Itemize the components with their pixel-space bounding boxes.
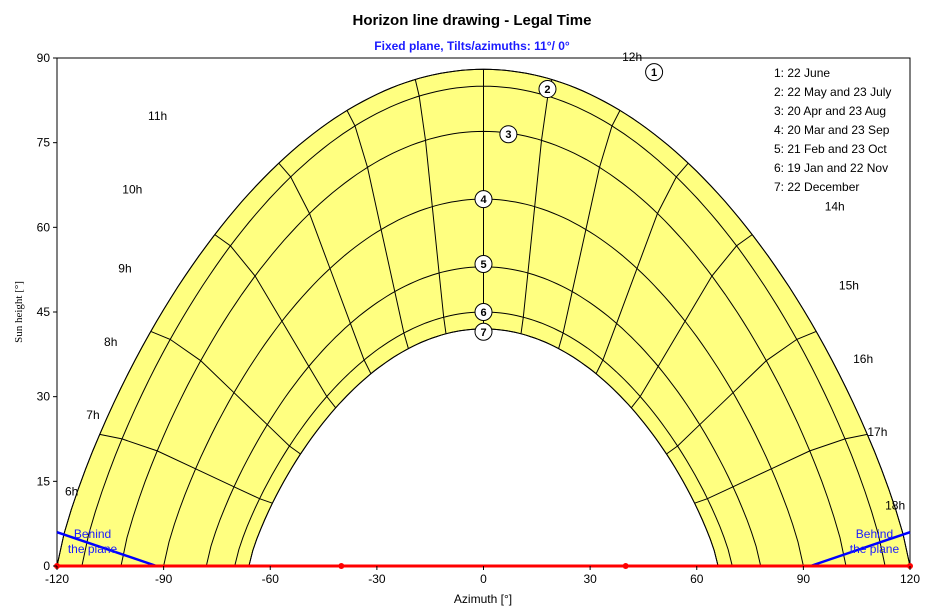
hour-label-16h: 16h [853, 352, 873, 366]
hour-line [150, 330, 301, 455]
series-marker-label: 5 [480, 259, 486, 271]
hour-line [346, 110, 409, 349]
hour-labels: 6h 7h 8h 9h 10h 11h 12h 14h 15h 16h 17h 18h [65, 50, 905, 513]
series-marker-3: 3 [499, 125, 518, 144]
chart-title: Horizon line drawing - Legal Time [353, 12, 592, 29]
legend-entry: 7: 22 December [774, 180, 859, 194]
series-marker-4: 4 [474, 190, 493, 209]
hour-line [278, 162, 372, 374]
behind-plane-label: the plane [850, 542, 900, 556]
series-marker-circle [499, 125, 518, 144]
y-tick-label: 75 [37, 136, 51, 150]
plane-line-left [56, 530, 157, 568]
hour-label-11h: 11h [148, 109, 167, 123]
series-marker-label: 4 [480, 194, 487, 206]
hour-line [414, 79, 447, 334]
series-marker-label: 2 [544, 84, 550, 96]
legend-entry: 4: 20 Mar and 23 Sep [774, 123, 890, 137]
series-marker-circle [474, 303, 493, 321]
x-tick-label: 0 [480, 572, 487, 586]
hour-line [630, 234, 753, 409]
series-marker-label: 3 [505, 129, 511, 141]
legend-entry: 3: 20 Apr and 23 Aug [774, 104, 886, 118]
y-axis-label: Sun height [°] [13, 281, 25, 343]
y-tick-label: 30 [37, 390, 51, 404]
series-marker-circle [538, 80, 557, 99]
hour-label-17h: 17h [867, 425, 887, 439]
hour-line [558, 110, 621, 349]
series-marker-label: 6 [480, 307, 486, 319]
x-tick-label: 60 [690, 572, 704, 586]
hour-label-12h: 12h [622, 50, 642, 64]
hour-line [214, 234, 337, 409]
y-tick-label: 60 [37, 220, 51, 234]
hour-line [694, 433, 868, 504]
hour-label-7h: 7h [86, 408, 99, 422]
x-tick-label: 90 [797, 572, 811, 586]
legend-entry: 6: 19 Jan and 22 Nov [774, 161, 888, 175]
hour-label-15h: 15h [839, 278, 859, 292]
chart-subtitle: Fixed plane, Tilts/azimuths: 11°/ 0° [374, 39, 570, 53]
plane-line-right [810, 530, 911, 568]
horizon-dot [338, 563, 345, 569]
series-marker-6: 6 [474, 303, 493, 321]
x-tick-label: -30 [368, 572, 386, 586]
hour-label-9h: 9h [118, 261, 131, 275]
series-marker-circle [474, 190, 493, 209]
y-tick-label: 45 [37, 305, 51, 319]
x-tick-label: -60 [262, 572, 280, 586]
hour-label-14h: 14h [825, 199, 845, 213]
behind-plane-label: Behind [74, 527, 111, 541]
x-tick-label: 30 [583, 572, 597, 586]
behind-plane-label: the plane [68, 542, 118, 556]
y-ticks: 0 15 30 45 60 75 90 [37, 51, 57, 573]
x-tick-label: -90 [155, 572, 173, 586]
hour-label-8h: 8h [104, 335, 117, 349]
hour-line [99, 433, 273, 504]
series-marker-circle [645, 63, 664, 82]
x-ticks: -120 -90 -60 -30 0 30 60 90 120 [45, 566, 920, 586]
legend-entry: 2: 22 May and 23 July [774, 85, 891, 99]
series-marker-5: 5 [474, 255, 493, 274]
series-marker-1: 1 [645, 63, 664, 82]
series-marker-label: 1 [651, 67, 657, 79]
x-axis-label: Azimuth [°] [454, 592, 512, 606]
y-tick-label: 15 [37, 474, 51, 488]
legend-entry: 1: 22 June [774, 66, 830, 80]
series-marker-2: 2 [538, 80, 557, 99]
plane-lines [56, 530, 911, 568]
hour-label-6h: 6h [65, 484, 78, 498]
series-markers: 1 2 3 4 5 6 7 [474, 63, 664, 341]
x-tick-label: -120 [45, 572, 69, 586]
series-marker-label: 7 [480, 327, 486, 339]
behind-plane-label: Behind [856, 527, 893, 541]
series-marker-circle [474, 322, 493, 341]
hour-label-18h: 18h [885, 499, 905, 513]
hour-line [595, 162, 689, 374]
hour-line [666, 330, 817, 455]
series-marker-7: 7 [474, 322, 493, 341]
hour-label-10h: 10h [122, 182, 142, 196]
legend-entry: 5: 21 Feb and 23 Oct [774, 142, 887, 156]
series-marker-circle [474, 255, 493, 274]
y-tick-label: 0 [43, 559, 50, 573]
y-tick-label: 90 [37, 51, 51, 65]
legend: 1: 22 June 2: 22 May and 23 July 3: 20 Apr… [774, 66, 891, 194]
horizon-dot [622, 563, 629, 569]
x-tick-label: 120 [900, 572, 920, 586]
